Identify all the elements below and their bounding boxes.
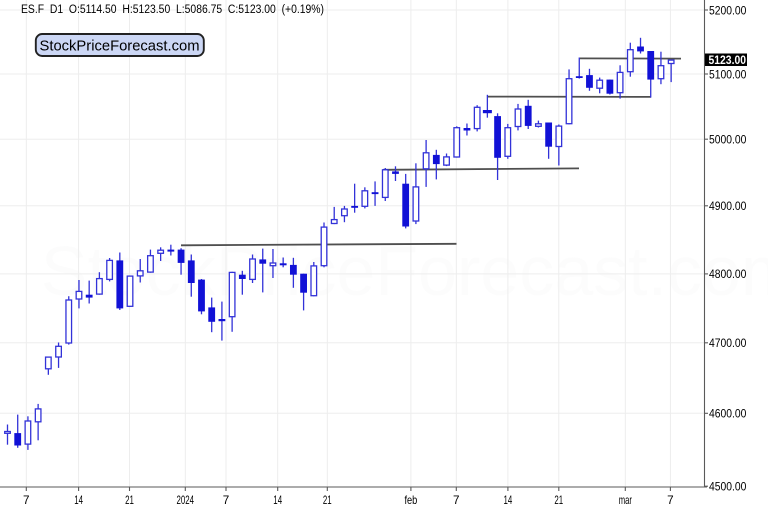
svg-text:4700.00: 4700.00 — [709, 336, 747, 350]
svg-text:5200.00: 5200.00 — [709, 3, 747, 17]
svg-text:mar: mar — [619, 494, 632, 507]
svg-text:StockPriceForecast.com: StockPriceForecast.com — [40, 37, 200, 54]
svg-text:14: 14 — [273, 494, 282, 507]
svg-text:21: 21 — [323, 494, 332, 507]
svg-text:5123.00: 5123.00 — [709, 55, 747, 67]
svg-text:4600.00: 4600.00 — [709, 407, 747, 421]
svg-text:5100.00: 5100.00 — [709, 67, 747, 81]
svg-text:4800.00: 4800.00 — [709, 267, 747, 281]
svg-text:7: 7 — [667, 494, 674, 507]
svg-text:5000.00: 5000.00 — [709, 133, 747, 147]
svg-text:21: 21 — [554, 494, 563, 507]
svg-text:7: 7 — [223, 494, 230, 507]
svg-text:14: 14 — [504, 494, 513, 507]
svg-text:ES.F D1 O:5114.50 H:5123.50: ES.F D1 O:5114.50 H:5123.50 L:5086.75 C:… — [21, 2, 324, 16]
svg-text:2024: 2024 — [177, 494, 195, 507]
svg-text:7: 7 — [23, 494, 30, 507]
svg-text:4900.00: 4900.00 — [709, 199, 747, 213]
svg-text:7: 7 — [453, 494, 460, 507]
svg-text:feb: feb — [405, 494, 418, 507]
svg-text:14: 14 — [74, 494, 83, 507]
svg-text:4500.00: 4500.00 — [709, 480, 747, 494]
svg-text:21: 21 — [125, 494, 134, 507]
